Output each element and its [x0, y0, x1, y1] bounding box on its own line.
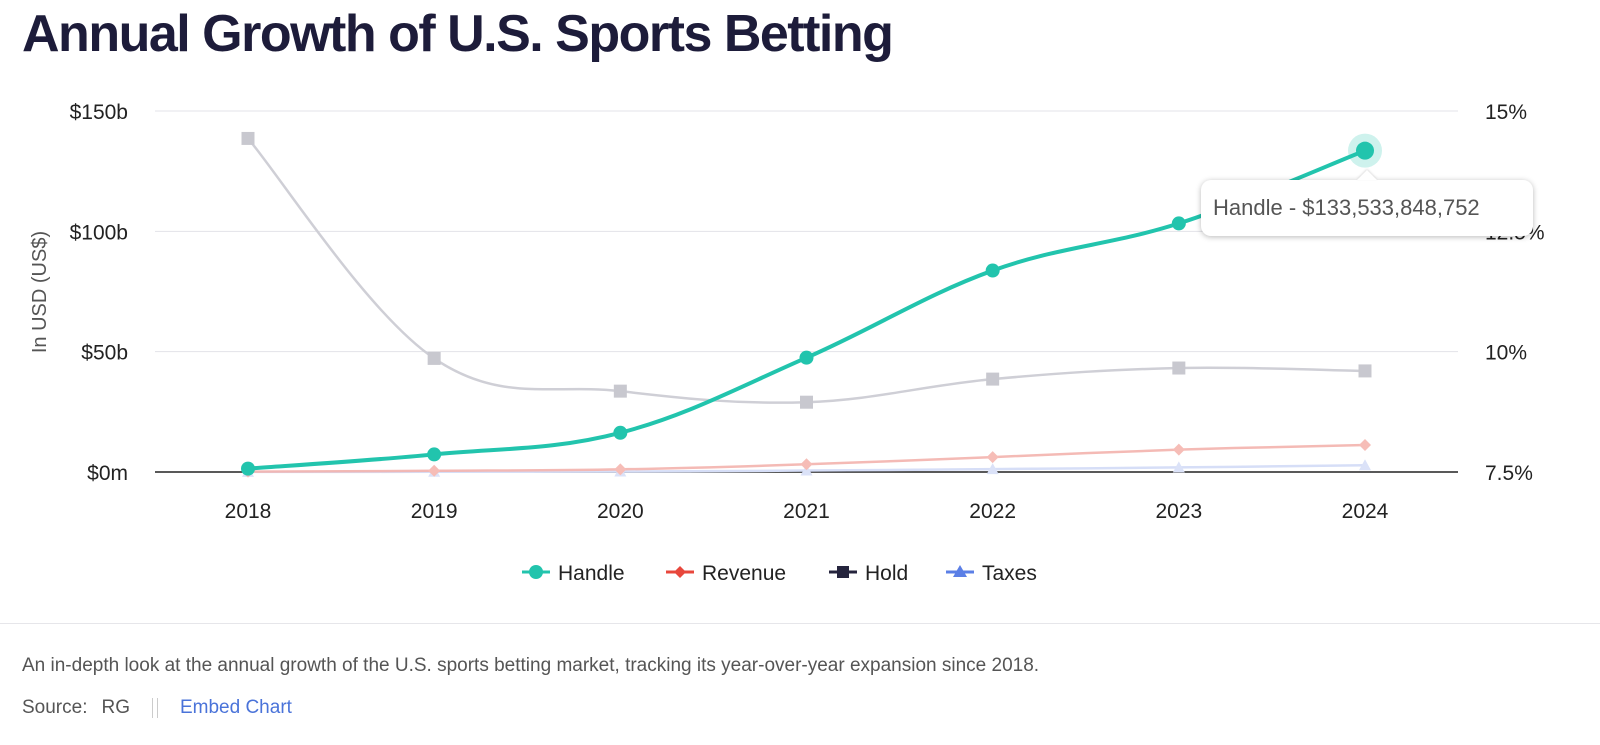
- data-point-hold[interactable]: [800, 395, 813, 409]
- legend-item-taxes[interactable]: Taxes: [946, 562, 1037, 585]
- data-point-hold[interactable]: [1172, 361, 1186, 375]
- embed-chart-link[interactable]: Embed Chart: [179, 697, 292, 718]
- x-axis-ticks: 2018 2019 2020 2021 2022 2023 2024: [225, 500, 1389, 523]
- y-tick-label-left: $100b: [70, 221, 128, 244]
- y-axis-right-ticks: 7.5%10%12.5%15%: [1485, 101, 1545, 485]
- sports-betting-chart: In USD (US$) $0m$50b$100b$150b 7.5%10%12…: [29, 101, 1545, 585]
- data-point-revenue[interactable]: [1172, 443, 1185, 456]
- data-point-hold[interactable]: [427, 351, 441, 365]
- data-point-taxes[interactable]: [1172, 461, 1185, 473]
- x-tick-label: 2020: [597, 500, 644, 523]
- data-point-revenue[interactable]: [1359, 439, 1371, 452]
- y-axis-label: In USD (US$): [29, 231, 51, 353]
- legend-label: Handle: [558, 562, 625, 585]
- y-tick-label-right: 7.5%: [1485, 462, 1533, 485]
- legend-marker: [953, 565, 967, 577]
- y-tick-label-left: $50b: [81, 342, 128, 365]
- data-point-revenue[interactable]: [428, 464, 441, 477]
- series-hold: [241, 131, 1372, 409]
- data-point-handle[interactable]: [799, 350, 814, 365]
- legend-label: Revenue: [702, 562, 786, 585]
- data-point-handle[interactable]: [427, 447, 442, 462]
- source-value: RG: [101, 697, 130, 718]
- source-label: Source:: [22, 697, 88, 718]
- legend-marker: [529, 565, 543, 579]
- data-point-handle[interactable]: [613, 425, 628, 440]
- y-tick-label-left: $0m: [87, 462, 128, 485]
- data-point-hold[interactable]: [613, 384, 627, 398]
- legend-marker: [837, 566, 849, 578]
- x-tick-label: 2021: [783, 500, 830, 523]
- x-tick-label: 2019: [411, 500, 458, 523]
- source-row: Source: RG Embed Chart: [22, 697, 292, 719]
- series-line-handle: [247, 148, 1366, 471]
- x-tick-label: 2022: [969, 500, 1016, 523]
- data-point-hold[interactable]: [1358, 364, 1372, 378]
- y-tick-label-right: 15%: [1485, 101, 1527, 124]
- legend-label: Hold: [865, 562, 908, 585]
- series-handle: [241, 133, 1382, 476]
- legend-item-revenue[interactable]: Revenue: [666, 562, 786, 585]
- footer-divider: [0, 623, 1600, 624]
- data-point-handle[interactable]: [985, 263, 1000, 278]
- y-axis-left-ticks: $0m $50b $100b $150b: [70, 101, 128, 485]
- data-point-revenue[interactable]: [614, 463, 627, 476]
- x-tick-label: 2018: [225, 500, 272, 523]
- y-tick-label-right: 10%: [1485, 342, 1527, 365]
- data-point-handle[interactable]: [241, 461, 255, 476]
- chart-description: An in-depth look at the annual growth of…: [22, 655, 1040, 676]
- chart-title: Annual Growth of U.S. Sports Betting: [22, 5, 894, 63]
- legend-marker: [674, 566, 686, 578]
- data-point-hold[interactable]: [241, 131, 255, 145]
- legend-item-hold[interactable]: Hold: [829, 562, 908, 585]
- series-layer: [241, 131, 1382, 478]
- data-point-taxes[interactable]: [1359, 459, 1371, 471]
- data-point-hold[interactable]: [986, 372, 1000, 386]
- data-point-revenue[interactable]: [986, 451, 999, 464]
- tooltip: Handle - $133,533,848,752: [1201, 180, 1533, 236]
- y-tick-label-left: $150b: [70, 101, 128, 124]
- data-point-handle[interactable]: [1171, 216, 1186, 231]
- x-tick-label: 2023: [1155, 500, 1202, 523]
- data-point-taxes[interactable]: [986, 463, 999, 475]
- legend-item-handle[interactable]: Handle: [522, 562, 625, 585]
- data-point-handle[interactable]: [1356, 141, 1374, 160]
- source-separator: [151, 698, 158, 718]
- legend-label: Taxes: [982, 562, 1037, 585]
- x-tick-label: 2024: [1342, 500, 1389, 523]
- data-point-revenue[interactable]: [800, 458, 813, 471]
- legend: Handle Revenue Hold Taxes: [522, 562, 1037, 585]
